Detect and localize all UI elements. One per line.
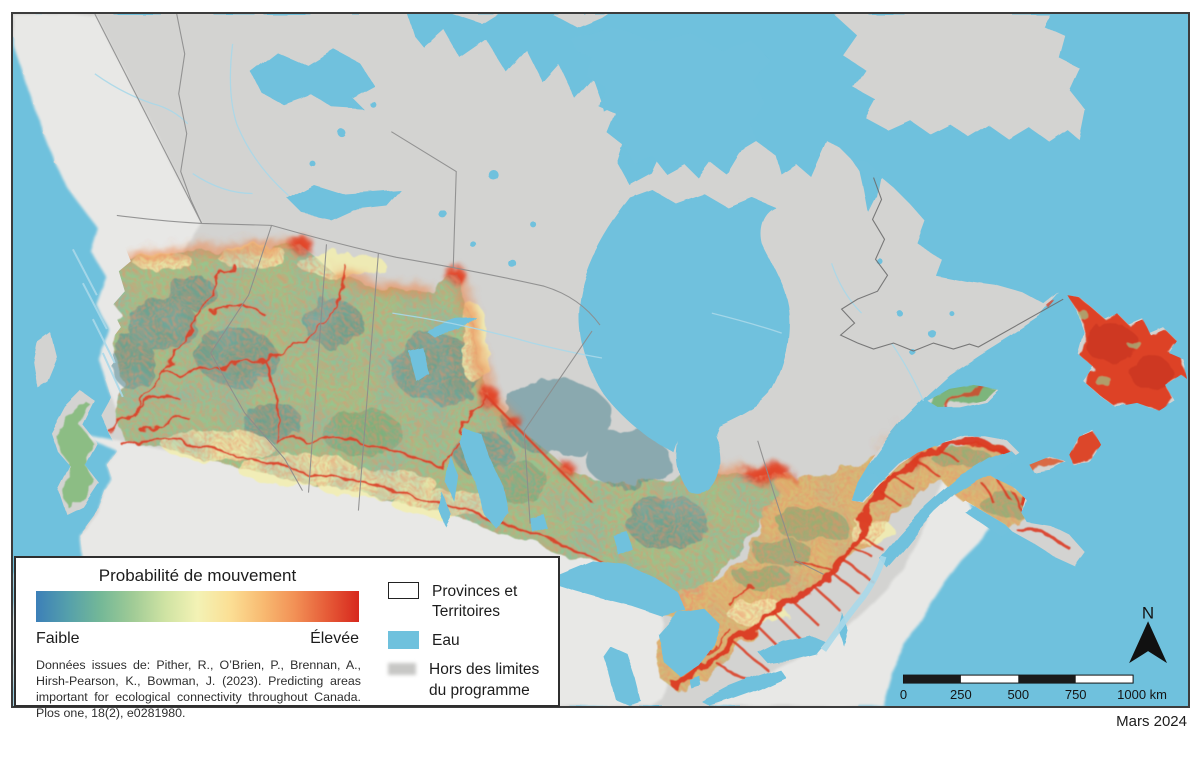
scale-label: 1000 km [1117,687,1167,702]
legend-items: Provinces et Territoires Eau Hors des li… [388,582,558,705]
data-citation: Données issues de: Pither, R., O’Brien, … [36,658,361,721]
province-borders [94,14,1064,575]
lake-huron [657,608,720,677]
border-qc-nl [839,177,1064,352]
legend-item-provinces: Provinces et Territoires [388,582,558,622]
gradient-bar [36,591,359,627]
great-slave-lake [286,183,401,220]
legend-title: Probabilité de mouvement [98,566,297,585]
heatmap-raster [56,235,1188,692]
border-yukon-nwt [176,14,203,224]
lake-ontario [757,634,826,664]
legend-item-label: Eau [432,632,460,650]
lake-superior [554,560,686,617]
scale-label: 250 [950,687,972,702]
lake-of-the-woods [530,514,549,534]
border-mb-on [523,330,593,524]
scale-label: 500 [1007,687,1029,702]
lake-erie [701,669,786,706]
scale-label: 0 [900,687,907,702]
ungava-bay [851,159,878,206]
legend-item-label: Hors des limites du programme [429,661,540,699]
foxe-basin [572,27,770,178]
north-arrow-label: N [1142,603,1154,622]
border-bc-ab [210,225,303,491]
north-arrow-icon [1129,621,1168,664]
lake-winnipeg [458,426,509,529]
lake-athabasca [426,317,477,338]
border-sk-mb [357,253,379,511]
canada-landmass [13,14,1188,706]
lake-nipigon [611,530,632,555]
provinces-swatch [388,582,419,599]
border-on-qc [757,440,824,575]
reindeer-lake [408,347,429,381]
border-ab-sk [307,244,328,493]
bay-of-fundy [965,504,1012,539]
water-features [250,27,1020,706]
border-alaska-yukon [94,14,203,224]
legend-item-label: Provinces et Territoires [432,583,518,621]
hudson-bay [577,189,789,494]
st-lawrence-estuary [879,450,1020,569]
scale-label: 750 [1065,687,1087,702]
lake-michigan [602,646,642,706]
legend-panel: Probabilité de mouvement Faible Élevée D… [14,556,560,720]
legend-item-hors-limites: Hors des limites du programme [388,660,558,700]
gradient-low-label: Faible [36,630,80,647]
rivers [72,43,925,652]
legend-item-eau: Eau [388,631,558,651]
border-60th-parallel [116,214,601,326]
gradient-high-label: Élevée [310,630,359,647]
outside-program-swatch [388,663,416,676]
north-arrow: N [1129,603,1168,664]
legend-gradient-section: Probabilité de mouvement Faible Élevée D… [26,563,362,720]
water-swatch [388,631,419,650]
scale-bar: 0 250 500 750 1000 km [900,674,1167,702]
great-bear-lake [250,49,375,110]
map-date: Mars 2024 [1116,713,1187,730]
border-nwt-nunavut [391,131,457,268]
